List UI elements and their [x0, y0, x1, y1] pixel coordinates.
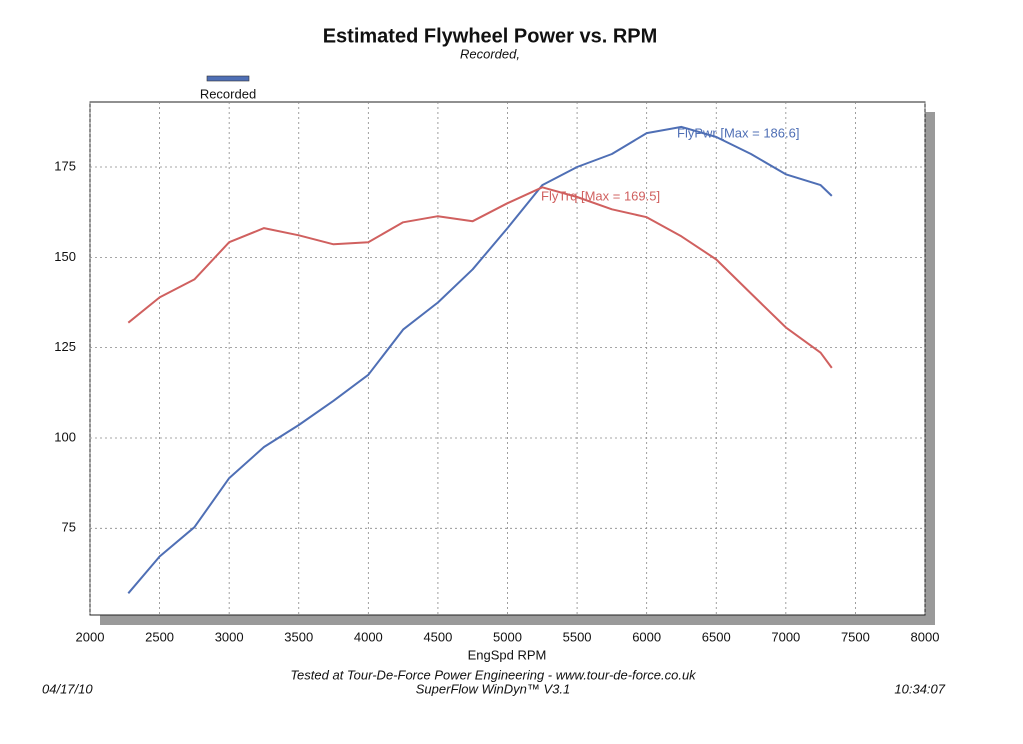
y-tick-label: 100 [54, 429, 76, 444]
plot-shadow [925, 112, 935, 625]
annotation: FlyPwr [Max = 186.6] [677, 125, 799, 140]
x-tick-label: 2500 [145, 629, 174, 644]
date: 04/17/10 [42, 681, 93, 696]
series-line [127, 186, 833, 369]
legend-swatch [206, 75, 250, 82]
y-tick-label: 75 [62, 520, 76, 535]
legend-label: Recorded [200, 86, 256, 101]
x-tick-label: 3000 [215, 629, 244, 644]
y-tick-label: 175 [54, 158, 76, 173]
x-tick-label: 8000 [911, 629, 940, 644]
x-axis-label: EngSpd RPM [468, 647, 547, 662]
x-tick-label: 4000 [354, 629, 383, 644]
x-tick-label: 5500 [563, 629, 592, 644]
x-tick-label: 3500 [284, 629, 313, 644]
series-line [127, 125, 833, 594]
time: 10:34:07 [894, 681, 945, 696]
chart-title: Estimated Flywheel Power vs. RPM [323, 25, 658, 47]
footer: Tested at Tour-De-Force Power Engineerin… [290, 667, 697, 682]
x-tick-label: 2000 [76, 629, 105, 644]
chart-subtitle: Recorded, [460, 46, 520, 61]
annotation: FlyTrq [Max = 169.5] [541, 188, 660, 203]
footer: SuperFlow WinDyn™ V3.1 [416, 681, 571, 696]
x-tick-label: 4500 [423, 629, 452, 644]
x-tick-label: 6000 [632, 629, 661, 644]
plot-shadow [100, 615, 935, 625]
x-tick-label: 5000 [493, 629, 522, 644]
x-tick-label: 7000 [771, 629, 800, 644]
x-tick-label: 7500 [841, 629, 870, 644]
y-tick-label: 125 [54, 339, 76, 354]
x-tick-label: 6500 [702, 629, 731, 644]
y-tick-label: 150 [54, 249, 76, 264]
